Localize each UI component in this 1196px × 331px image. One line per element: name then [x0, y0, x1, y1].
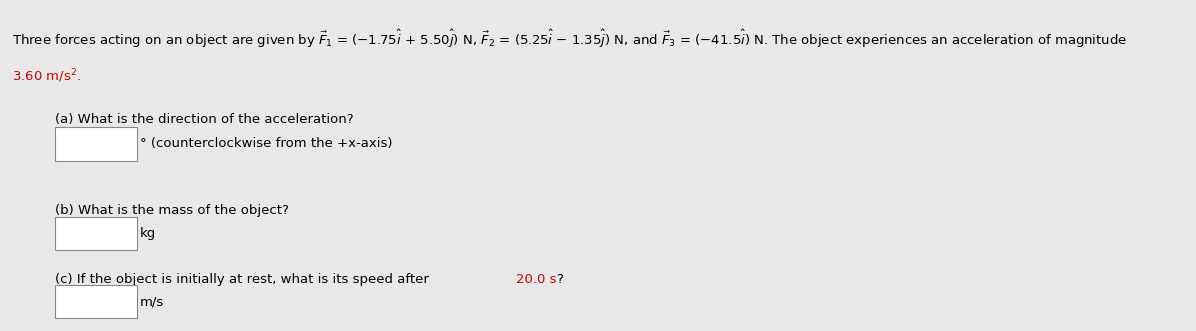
FancyBboxPatch shape	[55, 285, 136, 318]
Text: ?: ?	[556, 273, 563, 286]
Text: Three forces acting on an object are given by $\vec{F}_1$ = ($-$1.75$\hat{i}$ + : Three forces acting on an object are giv…	[12, 28, 1127, 50]
FancyBboxPatch shape	[55, 217, 136, 250]
Text: kg: kg	[140, 227, 155, 240]
Text: 3.60 m/s$^2$.: 3.60 m/s$^2$.	[12, 68, 81, 85]
Text: 20.0 s: 20.0 s	[515, 273, 556, 286]
Text: (b) What is the mass of the object?: (b) What is the mass of the object?	[55, 204, 288, 216]
Text: ° (counterclockwise from the +x-axis): ° (counterclockwise from the +x-axis)	[140, 137, 392, 151]
Text: m/s: m/s	[140, 295, 164, 308]
Text: (c) If the object is initially at rest, what is its speed after: (c) If the object is initially at rest, …	[55, 273, 433, 286]
FancyBboxPatch shape	[55, 127, 136, 161]
Text: (a) What is the direction of the acceleration?: (a) What is the direction of the acceler…	[55, 113, 354, 125]
